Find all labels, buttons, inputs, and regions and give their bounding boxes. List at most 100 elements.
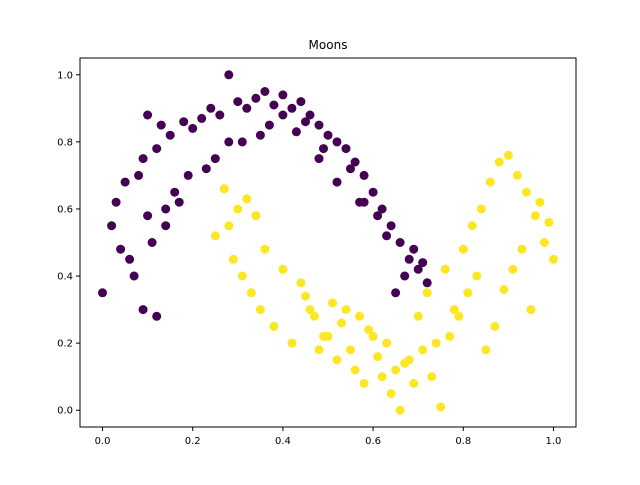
data-point-series-1 xyxy=(472,271,482,281)
data-point-series-0 xyxy=(174,197,184,207)
data-point-series-1 xyxy=(445,331,455,341)
data-point-series-0 xyxy=(346,164,355,174)
data-point-series-0 xyxy=(134,170,144,180)
data-point-series-1 xyxy=(210,231,220,241)
data-point-series-0 xyxy=(111,197,121,207)
data-point-series-1 xyxy=(427,372,437,382)
data-point-series-0 xyxy=(120,177,130,187)
data-point-series-1 xyxy=(463,288,473,298)
data-point-series-1 xyxy=(233,204,243,214)
data-point-series-0 xyxy=(291,127,301,137)
data-point-series-0 xyxy=(147,238,157,247)
data-point-series-0 xyxy=(129,271,139,281)
data-point-series-0 xyxy=(242,103,252,113)
data-point-series-1 xyxy=(314,345,324,355)
data-point-series-0 xyxy=(391,288,401,298)
data-point-series-0 xyxy=(264,120,274,130)
data-point-series-1 xyxy=(301,291,310,301)
data-point-series-1 xyxy=(521,187,531,197)
data-point-series-1 xyxy=(476,204,486,214)
data-point-series-1 xyxy=(458,244,468,254)
data-point-series-0 xyxy=(188,123,198,133)
data-point-series-0 xyxy=(206,103,216,113)
data-point-series-1 xyxy=(549,254,558,264)
data-point-series-0 xyxy=(278,110,288,120)
data-point-series-0 xyxy=(201,164,211,174)
data-point-series-1 xyxy=(530,211,540,221)
data-point-series-0 xyxy=(296,97,306,107)
data-point-series-0 xyxy=(413,264,423,274)
data-point-series-0 xyxy=(341,144,351,154)
data-point-series-1 xyxy=(255,305,265,315)
data-point-series-0 xyxy=(233,97,243,107)
data-point-series-0 xyxy=(251,93,261,103)
data-point-series-1 xyxy=(346,345,355,355)
data-point-series-1 xyxy=(355,311,365,321)
data-point-series-1 xyxy=(413,311,423,321)
y-tick-label: 0.6 xyxy=(57,204,73,215)
x-tick-label: 0.8 xyxy=(455,436,471,447)
data-point-series-0 xyxy=(98,288,107,298)
data-point-series-1 xyxy=(485,177,495,187)
x-tick-label: 0.0 xyxy=(95,436,111,447)
data-point-series-0 xyxy=(319,144,328,154)
data-point-series-0 xyxy=(183,170,193,180)
x-tick-label: 0.2 xyxy=(185,436,201,447)
data-point-series-1 xyxy=(395,405,405,415)
data-point-series-0 xyxy=(332,137,342,147)
data-point-series-1 xyxy=(364,325,374,335)
data-point-series-1 xyxy=(436,402,446,412)
chart-title: Moons xyxy=(309,38,348,52)
data-point-series-1 xyxy=(368,331,378,341)
data-point-series-0 xyxy=(373,211,383,221)
data-point-series-1 xyxy=(409,378,419,388)
data-point-series-1 xyxy=(296,278,306,288)
data-point-series-0 xyxy=(224,70,234,80)
data-point-series-1 xyxy=(242,194,252,204)
data-point-series-1 xyxy=(269,321,279,331)
data-point-series-0 xyxy=(197,113,207,123)
data-point-series-0 xyxy=(409,244,419,254)
data-point-series-0 xyxy=(138,305,148,315)
data-point-series-0 xyxy=(116,244,126,254)
data-point-series-0 xyxy=(237,137,247,147)
data-point-series-0 xyxy=(395,238,405,247)
data-point-series-1 xyxy=(305,305,315,315)
data-point-series-1 xyxy=(260,244,270,254)
data-point-series-0 xyxy=(314,120,324,130)
data-point-series-1 xyxy=(526,305,536,315)
data-point-series-1 xyxy=(373,352,383,362)
data-point-series-1 xyxy=(418,345,428,355)
data-point-series-1 xyxy=(332,355,342,365)
data-point-series-0 xyxy=(359,170,369,180)
data-point-series-0 xyxy=(179,117,189,127)
data-point-series-1 xyxy=(449,305,459,315)
data-point-series-1 xyxy=(503,150,513,160)
y-tick-label: 1.0 xyxy=(57,70,73,81)
data-point-series-1 xyxy=(508,264,518,274)
data-point-series-0 xyxy=(152,311,162,321)
data-point-series-1 xyxy=(377,372,387,382)
data-point-series-1 xyxy=(224,221,234,231)
data-point-series-1 xyxy=(341,305,351,315)
data-point-series-0 xyxy=(143,211,153,221)
data-point-series-0 xyxy=(260,87,270,96)
data-point-series-1 xyxy=(467,221,477,231)
data-point-series-1 xyxy=(278,264,288,274)
data-point-series-1 xyxy=(499,285,509,294)
plot-area-frame xyxy=(79,57,577,428)
data-point-series-0 xyxy=(269,100,279,110)
data-point-series-0 xyxy=(170,187,180,197)
data-point-series-0 xyxy=(165,130,175,140)
data-point-series-1 xyxy=(337,318,346,328)
x-axis: 0.0 0.2 0.4 0.6 0.8 1.0 xyxy=(95,427,561,447)
data-point-series-1 xyxy=(512,170,522,180)
data-point-series-1 xyxy=(287,338,297,348)
data-point-series-0 xyxy=(350,157,360,167)
data-point-series-1 xyxy=(422,288,432,298)
data-point-series-1 xyxy=(228,254,238,264)
y-tick-label: 0.2 xyxy=(57,339,73,350)
